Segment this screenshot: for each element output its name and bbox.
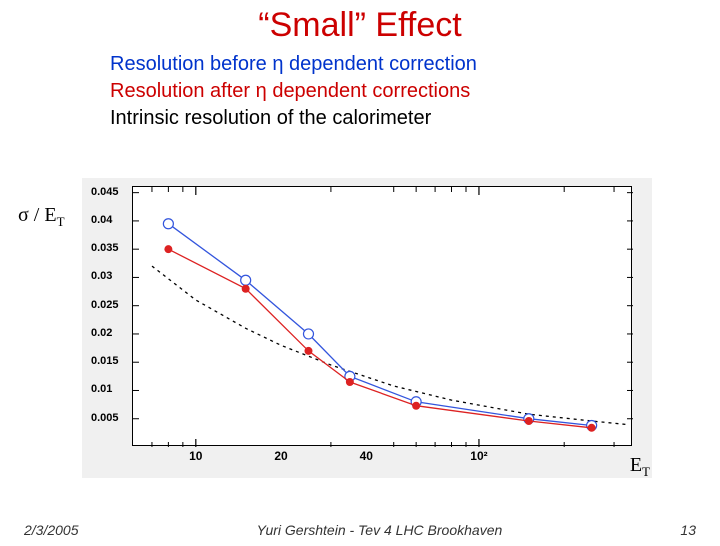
y-axis-label: σ / ET — [18, 204, 65, 230]
legend-intrinsic: Intrinsic resolution of the calorimeter — [110, 105, 720, 132]
legend-block: Resolution before η dependent correction… — [110, 51, 720, 132]
footer-author: Yuri Gershtein - Tev 4 LHC Brookhaven — [257, 522, 503, 538]
x-axis-sub: T — [642, 464, 650, 479]
footer: 2/3/2005 Yuri Gershtein - Tev 4 LHC Broo… — [0, 522, 720, 538]
y-axis-sigma: σ / E — [18, 204, 57, 226]
chart-plot-area: 0.0050.010.0150.020.0250.030.0350.040.04… — [132, 186, 632, 446]
x-axis-e: E — [630, 454, 642, 476]
page-title: “Small” Effect — [0, 6, 720, 45]
y-axis-sub: T — [57, 214, 65, 229]
legend-before: Resolution before η dependent correction — [110, 51, 720, 78]
chart-svg — [133, 187, 633, 447]
footer-page: 13 — [680, 522, 696, 538]
footer-date: 2/3/2005 — [24, 522, 79, 538]
chart-container: 0.0050.010.0150.020.0250.030.0350.040.04… — [82, 178, 652, 478]
x-axis-label: ET — [630, 454, 650, 480]
legend-after: Resolution after η dependent corrections — [110, 78, 720, 105]
